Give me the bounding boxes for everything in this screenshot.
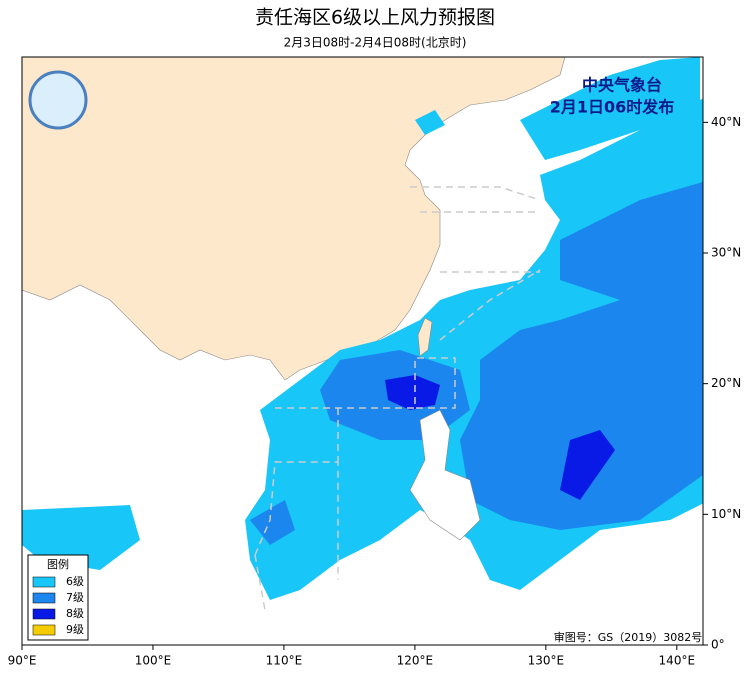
x-tick-label: 110°E	[266, 654, 303, 668]
x-tick-label: 120°E	[397, 654, 434, 668]
legend: 图例 6级 7级 8级 9级	[27, 554, 89, 641]
x-tick-label: 90°E	[8, 654, 37, 668]
x-tick-label: 100°E	[135, 654, 172, 668]
legend-swatch	[32, 624, 56, 636]
approval-number: 审图号：GS（2019）3082号	[554, 630, 703, 644]
legend-label: 7级	[66, 591, 84, 604]
legend-title: 图例	[47, 557, 69, 571]
wind-8	[385, 375, 615, 500]
agency: 中央气象台	[582, 76, 662, 95]
legend-label: 6级	[66, 575, 84, 588]
land-taiwan	[417, 317, 433, 357]
land-philippines	[409, 409, 481, 541]
legend-swatch	[32, 608, 56, 620]
sea-area-lines	[254, 186, 541, 611]
issue-time: 2月1日06时发布	[550, 98, 675, 117]
y-tick-label: 30°N	[711, 246, 741, 260]
y-tick-label: 10°N	[711, 507, 741, 521]
y-tick-label: 0°	[711, 638, 725, 652]
legend-swatch	[32, 576, 56, 588]
legend-label: 9级	[66, 623, 84, 636]
logo	[28, 70, 88, 130]
x-tick-label: 130°E	[528, 654, 565, 668]
land-china	[22, 57, 566, 381]
subtitle: 2月3日08时-2月4日08时(北京时)	[284, 36, 467, 50]
map-frame	[21, 56, 704, 646]
legend-swatch	[32, 592, 56, 604]
title: 责任海区6级以上风力预报图	[255, 7, 495, 29]
y-tick-label: 20°N	[711, 376, 741, 390]
legend-label: 8级	[66, 607, 84, 620]
x-tick-label: 140°E	[659, 654, 696, 668]
map-body	[22, 57, 703, 645]
y-tick-label: 40°N	[711, 115, 741, 129]
